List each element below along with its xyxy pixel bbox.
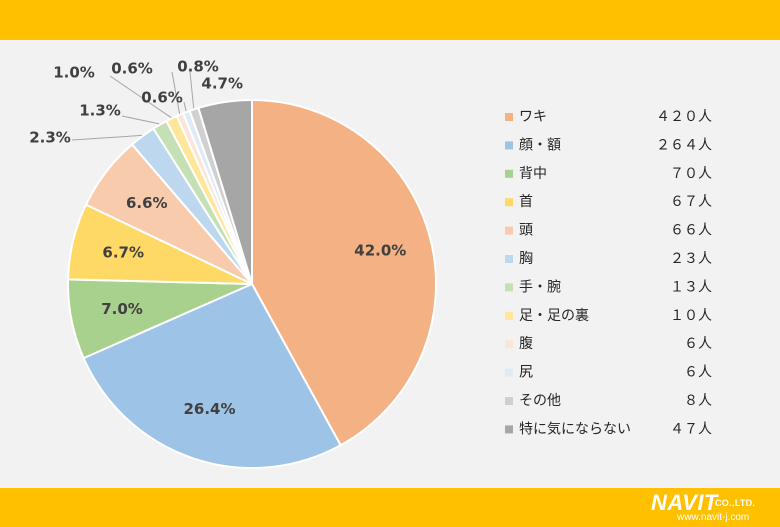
legend-swatch: [505, 169, 513, 178]
slice-percent-label: 4.7%: [201, 74, 243, 92]
legend-label: 背中: [519, 166, 547, 182]
leader-line: [189, 71, 195, 109]
legend-swatch: [505, 340, 513, 349]
pie-slice: [197, 98, 253, 285]
logo-name: NAVIT: [651, 490, 718, 515]
slice-percent-label: 1.0%: [53, 64, 95, 82]
legend-label: 胸: [519, 251, 533, 267]
legend-value: １３人: [670, 279, 712, 295]
legend-value: １０人: [670, 308, 712, 324]
leader-line: [171, 71, 181, 114]
slice-percent-label: 42.0%: [354, 242, 406, 260]
legend-label: 頭: [519, 223, 533, 239]
legend-value: ２３人: [670, 251, 712, 267]
legend-swatch: [505, 311, 513, 320]
legend-value: ７０人: [670, 166, 712, 182]
slice-percent-label: 7.0%: [101, 300, 143, 318]
legend-value: ２６４人: [656, 137, 712, 153]
legend-label: 顔・額: [519, 137, 561, 153]
legend-label: 首: [519, 194, 533, 210]
slice-percent-label: 0.8%: [177, 58, 219, 76]
legend-swatch: [505, 226, 513, 235]
legend-swatch: [505, 368, 513, 377]
slice-percent-label: 1.3%: [79, 102, 121, 120]
legend-swatch: [505, 397, 513, 405]
legend-value: ６６人: [670, 223, 712, 239]
navit-logo: NAVIT CO.,LTD. www.navit-j.com: [651, 492, 773, 524]
leader-line: [71, 134, 142, 141]
legend-swatch: [505, 425, 513, 434]
legend-value: ４２０人: [656, 109, 712, 125]
legend-swatch: [505, 283, 513, 292]
slice-percent-label: 0.6%: [141, 89, 183, 107]
leader-line: [183, 101, 187, 112]
legend-swatch: [505, 141, 513, 150]
legend-value: ６人: [684, 365, 712, 381]
slice-percent-label: 6.6%: [126, 194, 168, 212]
legend-label: 特に気にならない: [519, 421, 631, 437]
pie-slice: [251, 98, 437, 447]
legend-label: その他: [519, 393, 561, 409]
bottom-band: [0, 488, 780, 527]
legend-swatch: [505, 255, 513, 263]
legend-label: 腹: [519, 335, 533, 352]
logo-suffix: CO.,LTD.: [715, 498, 756, 508]
slice-percent-label: 2.3%: [29, 129, 71, 147]
legend-label: 手・腕: [519, 279, 561, 295]
legend-value: ６７人: [670, 194, 712, 210]
legend-swatch: [505, 198, 513, 207]
legend-value: ４７人: [670, 421, 712, 437]
logo-url: www.navit-j.com: [677, 512, 750, 523]
slice-percent-label: 0.6%: [111, 60, 153, 78]
legend-value: ８人: [684, 393, 712, 409]
slice-percent-label: 6.7%: [102, 244, 144, 262]
leader-line: [121, 115, 160, 125]
slice-percent-label: 26.4%: [183, 400, 235, 418]
legend-swatch: [505, 113, 513, 121]
legend-label: 尻: [519, 365, 533, 381]
leader-line: [109, 75, 172, 119]
top-band: [0, 0, 780, 40]
legend-label: 足・足の裏: [519, 307, 589, 324]
legend-value: ６人: [684, 336, 712, 352]
legend-label: ワキ: [519, 109, 547, 125]
